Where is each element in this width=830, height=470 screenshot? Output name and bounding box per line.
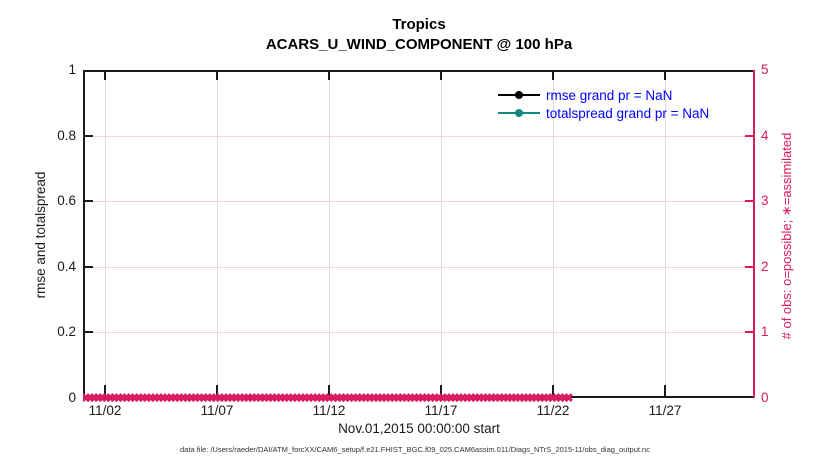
legend-label-rmse: rmse grand pr = NaN	[546, 87, 673, 103]
y-tick-right	[745, 331, 753, 333]
x-tick-top	[216, 72, 218, 80]
axis-spine-right	[753, 70, 755, 398]
x-tick-label: 11/17	[424, 403, 458, 418]
axis-spine-top	[83, 70, 755, 72]
legend-label-totalspread: totalspread grand pr = NaN	[546, 105, 710, 121]
y-tick-label-right: 4	[761, 128, 769, 143]
x-tick-top	[552, 72, 554, 80]
x-tick	[104, 385, 106, 396]
y-tick-left	[85, 135, 93, 137]
gridline-x	[329, 72, 330, 396]
x-tick-label: 11/22	[536, 403, 570, 418]
axis-spine-left	[83, 70, 85, 398]
obs-markers: ✖✖✖✖✖✖✖✖✖✖✖✖✖✖✖✖✖✖✖✖✖✖✖✖✖✖✖✖✖✖✖✖✖✖✖✖✖✖✖✖…	[83, 391, 574, 405]
gridline-x	[105, 72, 106, 396]
totalspread-line-marker-icon	[498, 104, 540, 122]
y-tick-right	[745, 200, 753, 202]
y-axis-title-left: rmse and totalspread	[33, 171, 48, 299]
x-tick-top	[664, 72, 666, 80]
x-tick-label: 11/07	[200, 403, 234, 418]
y-tick-left	[85, 331, 93, 333]
axis-spine-bottom	[83, 396, 755, 398]
obs-marker-ribbon: ✖✖✖✖✖✖✖✖✖✖✖✖✖✖✖✖✖✖✖✖✖✖✖✖✖✖✖✖✖✖✖✖✖✖✖✖✖✖✖✖…	[83, 391, 755, 405]
chart-title: Tropics	[392, 16, 446, 33]
gridline-y	[85, 267, 753, 268]
x-axis-title: Nov.01,2015 00:00:00 start	[338, 421, 500, 436]
y-tick-label-left: 0.4	[57, 259, 76, 274]
gridline-x	[665, 72, 666, 396]
y-tick-label-left: 0	[68, 390, 76, 405]
gridline-y	[85, 136, 753, 137]
y-tick-label-left: 0.6	[57, 193, 76, 208]
x-tick-label: 11/12	[312, 403, 346, 418]
y-tick-label-right: 0	[761, 390, 769, 405]
y-tick-label-left: 0.8	[57, 128, 76, 143]
x-tick	[552, 385, 554, 396]
x-tick	[328, 385, 330, 396]
gridline-y	[85, 201, 753, 202]
y-tick-label-right: 2	[761, 259, 769, 274]
y-tick-label-left: 1	[68, 62, 76, 77]
rmse-line-marker-icon	[498, 86, 540, 104]
x-tick	[440, 385, 442, 396]
legend-entry-totalspread: totalspread grand pr = NaN	[498, 104, 709, 122]
plot-area: rmse grand pr = NaN totalspread grand pr…	[83, 70, 755, 398]
y-tick-label-right: 1	[761, 324, 769, 339]
data-file-caption: data file: /Users/raeder/DAI/ATM_forcXX/…	[180, 445, 650, 454]
y-tick-label-right: 5	[761, 62, 769, 77]
x-tick-label: 11/02	[88, 403, 122, 418]
x-tick-top	[328, 72, 330, 80]
y-tick-left	[85, 200, 93, 202]
x-tick-top	[104, 72, 106, 80]
x-tick-top	[440, 72, 442, 80]
y-tick-label-left: 0.2	[57, 324, 76, 339]
y-axis-title-right: # of obs: o=possible; ∗=assimilated	[779, 132, 794, 340]
x-tick-label: 11/27	[648, 403, 682, 418]
gridline-y	[85, 332, 753, 333]
y-tick-left	[85, 266, 93, 268]
y-tick-right	[745, 135, 753, 137]
legend: rmse grand pr = NaN totalspread grand pr…	[498, 86, 709, 122]
legend-entry-rmse: rmse grand pr = NaN	[498, 86, 709, 104]
x-tick	[216, 385, 218, 396]
gridline-x	[217, 72, 218, 396]
y-tick-label-right: 3	[761, 193, 769, 208]
y-tick-right	[745, 266, 753, 268]
chart-subtitle: ACARS_U_WIND_COMPONENT @ 100 hPa	[265, 36, 573, 53]
gridline-x	[553, 72, 554, 396]
x-tick	[664, 385, 666, 396]
gridline-x	[441, 72, 442, 396]
